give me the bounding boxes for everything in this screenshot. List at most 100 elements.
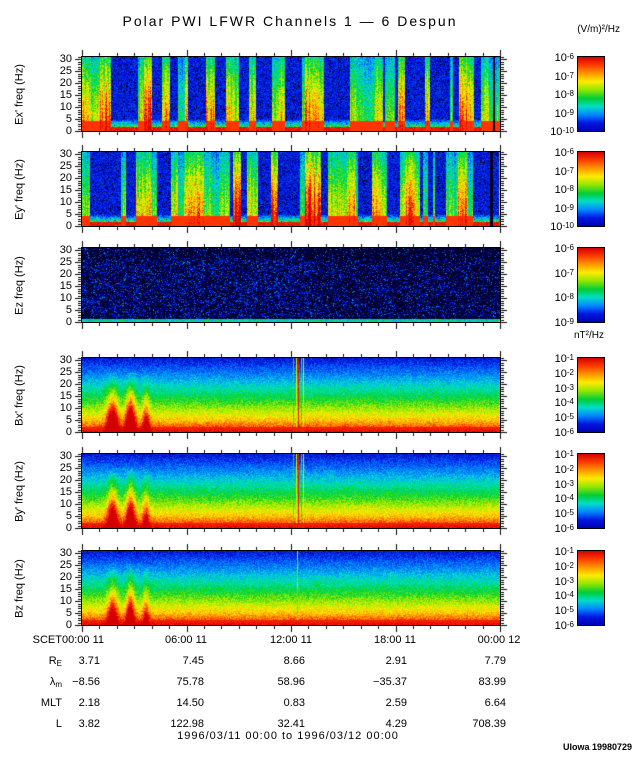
y-tick-label: 20	[59, 378, 72, 391]
ephemeris-value-mlt-col1: 2.18	[78, 697, 100, 709]
colorbar-tick-label: 10-3	[554, 382, 574, 395]
ephemeris-value-mlt-col2: 14.50	[176, 697, 204, 709]
ephemeris-value-l-col3: 32.41	[277, 718, 305, 730]
spectrogram-image-bz	[82, 551, 500, 625]
exponent: -8	[566, 292, 574, 302]
y-tick-label: 30	[59, 354, 72, 367]
exponent: -4	[566, 397, 574, 407]
ephemeris-row-label-mlt: MLT	[40, 697, 62, 709]
y-tick-label: 20	[59, 268, 72, 281]
ephemeris-value-r-col1: 3.71	[78, 655, 100, 667]
y-tick-label: 30	[59, 244, 72, 257]
colorbar-tick-label: 10-2	[554, 367, 574, 380]
exponent: -6	[566, 523, 574, 532]
colorbar-tick-label: 10-2	[554, 463, 574, 476]
y-tick-label: 10	[59, 101, 72, 114]
exponent: -8	[566, 184, 574, 193]
ephemeris-row-label-l: L	[55, 718, 62, 730]
ephemeris-value-l-col2: 122.98	[170, 718, 204, 730]
y-tick-label: 25	[59, 559, 72, 572]
ephemeris-value-scet-col5: 00:00 12	[477, 634, 521, 646]
y-tick-label: 15	[59, 486, 72, 499]
subscript: E	[56, 659, 62, 668]
colorbar-ex	[577, 56, 605, 132]
ephemeris-value-r-col3: 8.66	[283, 655, 305, 667]
exponent: -1	[566, 546, 574, 555]
y-tick-label: 15	[59, 583, 72, 596]
colorbar-tick-label: 10-9	[554, 317, 574, 329]
spectrogram-image-ez	[82, 248, 500, 322]
colorbar-tick-label: 10-8	[554, 89, 574, 101]
exponent: -7	[566, 165, 574, 175]
ephemeris-value-mlt-col4: 2.59	[385, 697, 407, 709]
y-tick-label: 15	[59, 89, 72, 102]
y-tick-label: 0	[65, 426, 72, 438]
exponent: -4	[566, 590, 574, 600]
exponent: -8	[566, 89, 574, 98]
colorbar-ez	[577, 247, 605, 323]
exponent: -2	[566, 463, 574, 473]
exponent: -6	[566, 52, 574, 61]
ephemeris-row-label-λ: λm	[49, 676, 62, 689]
colorbar-tick-label: 10-3	[554, 478, 574, 491]
exponent: -10	[562, 126, 574, 135]
exponent: -5	[566, 605, 574, 615]
y-tick-label: 5	[65, 208, 72, 221]
spectrogram-panel-by	[81, 453, 501, 529]
ephemeris-value-λ-col4: −35.37	[373, 676, 407, 688]
colorbar-tick-label: 10-4	[554, 590, 574, 603]
ephemeris-value-scet-col3: 12:00 11	[269, 634, 312, 646]
subscript: m	[55, 680, 62, 689]
y-tick-label: 25	[59, 256, 72, 269]
colorbar-tick-label: 10-7	[554, 165, 574, 178]
colorbar-tick-label: 10-5	[554, 508, 574, 521]
spectrogram-panel-ez	[81, 247, 501, 323]
y-tick-label: 20	[59, 77, 72, 90]
spectrogram-image-bx	[82, 358, 500, 432]
exponent: -7	[566, 267, 574, 277]
y-tick-label: 5	[65, 304, 72, 317]
spectrogram-image-ex	[82, 57, 500, 131]
y-tick-label: 20	[59, 172, 72, 185]
exponent: -6	[566, 147, 574, 156]
exponent: -9	[566, 317, 574, 326]
y-tick-label: 0	[65, 619, 72, 631]
date-range-label: 1996/03/11 00:00 to 1996/03/12 00:00	[177, 730, 399, 742]
colorbar-bz	[577, 550, 605, 626]
colorbar-bx	[577, 357, 605, 433]
spectrogram-panel-bx	[81, 357, 501, 433]
ephemeris-value-mlt-col5: 6.64	[484, 697, 506, 709]
colorbar-tick-label: 10-10	[550, 126, 574, 138]
exponent: -2	[566, 367, 574, 377]
ephemeris-value-λ-col3: 58.96	[277, 676, 305, 688]
colorbar-tick-label: 10-8	[554, 292, 574, 305]
y-tick-label: 5	[65, 113, 72, 126]
exponent: -1	[566, 353, 574, 362]
colorbar-tick-label: 10-5	[554, 412, 574, 425]
y-tick-label: 25	[59, 160, 72, 173]
exponent: -3	[566, 478, 574, 488]
y-tick-label: 0	[65, 522, 72, 534]
colorbar-tick-label: 10-6	[554, 427, 574, 439]
colorbar-tick-label: 10-6	[554, 243, 574, 255]
ephemeris-value-mlt-col3: 0.83	[283, 697, 305, 709]
y-tick-label: 25	[59, 65, 72, 78]
y-tick-label: 5	[65, 414, 72, 427]
ephemeris-value-l-col5: 708.39	[472, 718, 506, 730]
exponent: -7	[566, 70, 574, 80]
exponent: -9	[566, 107, 574, 117]
colorbar-tick-label: 10-4	[554, 493, 574, 506]
colorbar-tick-label: 10-5	[554, 605, 574, 618]
colorbar-tick-label: 10-2	[554, 560, 574, 573]
ephemeris-value-λ-col2: 75.78	[176, 676, 204, 688]
colorbar-tick-label: 10-1	[554, 546, 574, 558]
y-tick-label: 10	[59, 498, 72, 511]
ephemeris-value-r-col2: 7.45	[182, 655, 204, 667]
colorbar-by	[577, 453, 605, 529]
exponent: -10	[562, 221, 574, 230]
y-tick-label: 5	[65, 607, 72, 620]
exponent: -6	[566, 427, 574, 436]
exponent: -6	[566, 243, 574, 252]
spectrogram-panel-ey	[81, 151, 501, 227]
y-tick-label: 0	[65, 220, 72, 232]
